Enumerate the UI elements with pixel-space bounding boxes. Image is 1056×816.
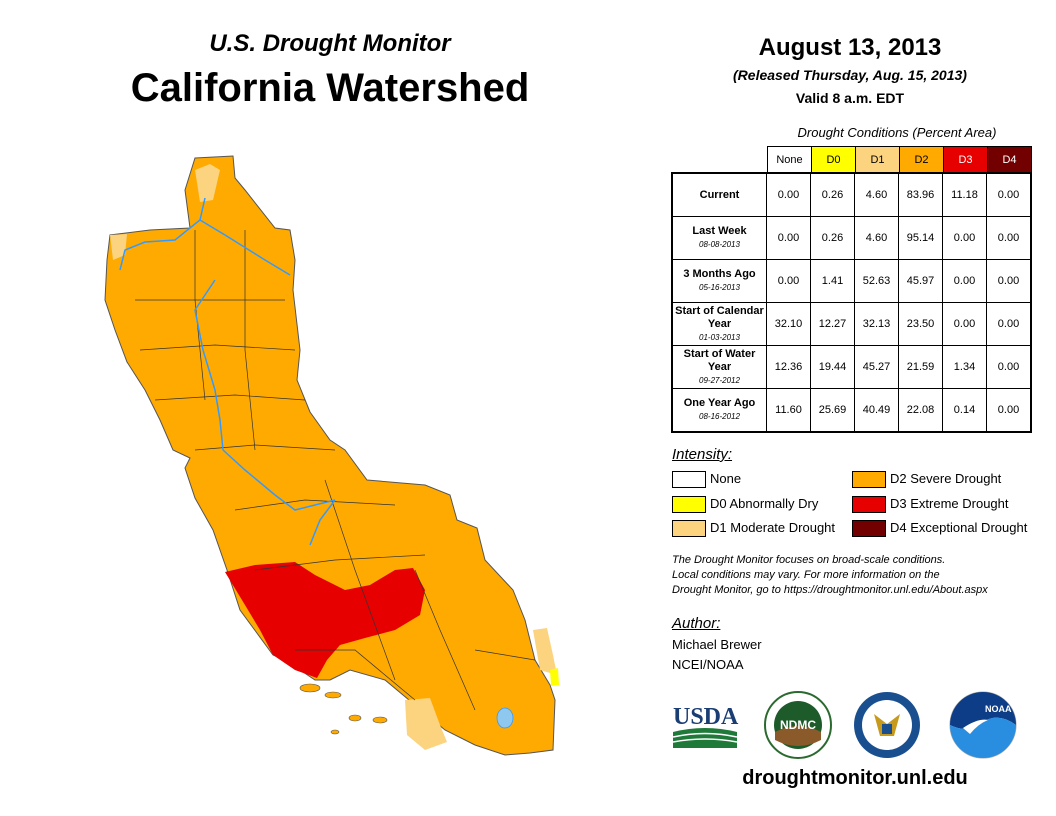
- map-region-d0: [550, 668, 559, 686]
- table-row: One Year Ago 08-16-2012 11.60 25.69 40.49…: [671, 388, 1032, 433]
- legend-swatch: [852, 471, 886, 488]
- channel-islands: [299, 683, 388, 735]
- author-heading: Author:: [672, 615, 721, 632]
- ndmc-logo: NDMC: [764, 691, 832, 759]
- legend-swatch: [672, 471, 706, 488]
- legend-swatch: [852, 496, 886, 513]
- table-cell: 32.10: [766, 302, 811, 346]
- map-region-d1-east: [533, 628, 557, 675]
- disclaimer-note: The Drought Monitor focuses on broad-sca…: [672, 554, 988, 596]
- svg-text:USDA: USDA: [673, 704, 739, 730]
- legend-title: Intensity:: [672, 446, 733, 463]
- row-label: One Year Ago 08-16-2012: [671, 388, 767, 433]
- rivers: [119, 197, 336, 546]
- legend-label: None: [710, 471, 742, 486]
- table-row: Current 0.00 0.26 4.60 83.96 11.18 0.00: [671, 172, 1032, 217]
- table-cell: 0.00: [942, 302, 987, 346]
- county-lines: [135, 230, 536, 711]
- release-date: (Released Thursday, Aug. 15, 2013): [733, 67, 967, 83]
- table-cell: 0.00: [986, 302, 1032, 346]
- legend-label: D0 Abnormally Dry: [710, 496, 819, 511]
- author-name: Michael Brewer: [672, 637, 762, 652]
- table-cell: 1.34: [942, 345, 987, 389]
- table-caption: Drought Conditions (Percent Area): [797, 125, 997, 140]
- table-cell: 83.96: [898, 172, 943, 217]
- table-cell: 32.13: [854, 302, 899, 346]
- table-cell: 45.97: [898, 259, 943, 303]
- table-cell: 0.00: [766, 216, 811, 260]
- legend-label: D1 Moderate Drought: [710, 520, 836, 535]
- map-region-d3: [225, 562, 425, 678]
- table-cell: 0.26: [810, 216, 855, 260]
- table-cell: 0.00: [986, 216, 1032, 260]
- table-cell: 0.00: [766, 172, 811, 217]
- map-region-d1-northwest: [110, 234, 127, 260]
- table-cell: 1.41: [810, 259, 855, 303]
- table-cell: 0.26: [810, 172, 855, 217]
- col-header-d3: D3: [943, 146, 988, 173]
- table-cell: 0.14: [942, 388, 987, 433]
- table-cell: 52.63: [854, 259, 899, 303]
- table-cell: 21.59: [898, 345, 943, 389]
- salton-sea: [496, 707, 514, 729]
- map-region-d1-north: [195, 164, 220, 202]
- row-label: Start of Water Year 09-27-2012: [671, 345, 767, 389]
- map-region-d1-southwest: [405, 698, 447, 750]
- col-header-none: None: [767, 146, 812, 173]
- map-region-d2: [104, 155, 556, 756]
- usda-logo: USDA: [672, 704, 739, 748]
- legend-swatch: [672, 520, 706, 537]
- col-header-d4: D4: [987, 146, 1032, 173]
- table-cell: 11.60: [766, 388, 811, 433]
- table-cell: 11.18: [942, 172, 987, 217]
- valid-time: Valid 8 a.m. EDT: [795, 90, 905, 106]
- drought-conditions-table: Current 0.00 0.26 4.60 83.96 11.18 0.00 …: [671, 172, 1032, 433]
- legend-label: D2 Severe Drought: [890, 471, 1002, 486]
- table-cell: 0.00: [986, 259, 1032, 303]
- row-label: Start of Calendar Year 01-03-2013: [671, 302, 767, 346]
- map-subtitle: U.S. Drought Monitor: [209, 30, 451, 57]
- report-date: August 13, 2013: [758, 34, 942, 61]
- table-cell: 0.00: [942, 216, 987, 260]
- table-cell: 23.50: [898, 302, 943, 346]
- table-cell: 25.69: [810, 388, 855, 433]
- col-header-d0: D0: [811, 146, 856, 173]
- table-cell: 12.36: [766, 345, 811, 389]
- table-cell: 0.00: [766, 259, 811, 303]
- table-cell: 0.00: [986, 345, 1032, 389]
- row-label: Current: [671, 172, 767, 217]
- table-row: Last Week 08-08-2013 0.00 0.26 4.60 95.14…: [671, 216, 1032, 260]
- table-cell: 45.27: [854, 345, 899, 389]
- svg-text:NDMC: NDMC: [780, 718, 816, 732]
- table-cell: 12.27: [810, 302, 855, 346]
- table-row: Start of Water Year 09-27-2012 12.36 19.4…: [671, 345, 1032, 389]
- table-cell: 22.08: [898, 388, 943, 433]
- legend-swatch: [672, 496, 706, 513]
- table-row: 3 Months Ago 05-16-2013 0.00 1.41 52.63 4…: [671, 259, 1032, 303]
- table-cell: 40.49: [854, 388, 899, 433]
- legend-label: D3 Extreme Drought: [890, 496, 1009, 511]
- legend-label: D4 Exceptional Drought: [890, 520, 1028, 535]
- table-cell: 0.00: [986, 172, 1032, 217]
- table-cell: 4.60: [854, 172, 899, 217]
- table-cell: 0.00: [986, 388, 1032, 433]
- row-label: 3 Months Ago 05-16-2013: [671, 259, 767, 303]
- svg-text:NOAA: NOAA: [985, 704, 1012, 714]
- col-header-d1: D1: [855, 146, 900, 173]
- noaa-logo: NOAA: [949, 691, 1017, 759]
- row-label: Last Week 08-08-2013: [671, 216, 767, 260]
- author-organization: NCEI/NOAA: [672, 657, 744, 672]
- table-row: Start of Calendar Year 01-03-2013 32.10 1…: [671, 302, 1032, 346]
- commerce-seal-icon: [854, 692, 920, 758]
- table-column-headers: None D0 D1 D2 D3 D4: [767, 146, 1032, 173]
- table-cell: 95.14: [898, 216, 943, 260]
- table-cell: 0.00: [942, 259, 987, 303]
- table-cell: 19.44: [810, 345, 855, 389]
- table-cell: 4.60: [854, 216, 899, 260]
- map-title: California Watershed: [130, 66, 530, 110]
- drought-map: [104, 155, 559, 756]
- col-header-d2: D2: [899, 146, 944, 173]
- legend-swatch: [852, 520, 886, 537]
- website-url: droughtmonitor.unl.edu: [742, 767, 968, 789]
